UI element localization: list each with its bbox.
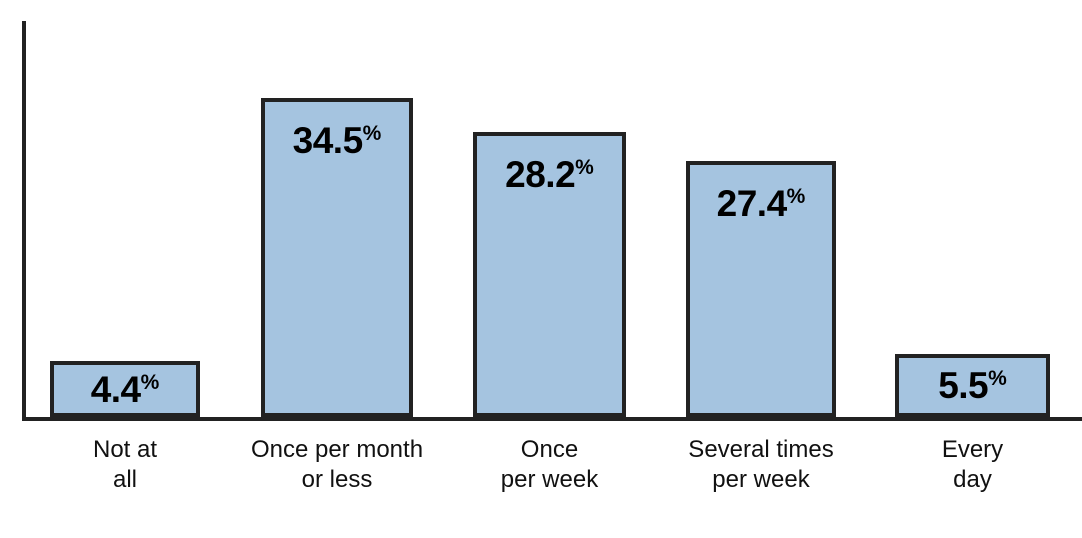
x-axis — [22, 417, 1082, 421]
category-label-line: Several times — [688, 436, 834, 463]
category-label-line: per week — [500, 466, 599, 493]
category-label-4: Every day — [942, 435, 1003, 495]
category-label-line: or less — [301, 466, 373, 493]
category-label-line: Once per month — [250, 436, 424, 463]
bar-2: 28.2% — [473, 132, 626, 417]
bar-1: 34.5% — [261, 98, 413, 417]
percent-sign: % — [140, 370, 160, 394]
category-label-line: Not at — [92, 436, 158, 463]
bar-3: 27.4% — [686, 161, 836, 417]
category-label-1: Once per month or less — [251, 435, 423, 495]
bar-4: 5.5% — [895, 354, 1050, 417]
percent-sign: % — [988, 367, 1007, 390]
bar-value-number: 27.4 — [716, 183, 788, 224]
bar-0: 4.4% — [50, 361, 200, 417]
category-label-line: all — [112, 466, 137, 493]
y-axis — [22, 21, 26, 421]
category-label-0: Not at all — [93, 435, 157, 495]
bar-value-number: 5.5 — [938, 365, 989, 406]
category-label-line: Once — [520, 436, 579, 463]
percent-sign: % — [362, 122, 382, 145]
bar-value-label: 28.2% — [505, 136, 594, 193]
bar-value-label: 34.5% — [293, 102, 382, 159]
bar-value-number: 34.5 — [292, 120, 364, 161]
bar-value-number: 4.4 — [90, 368, 141, 410]
category-label-3: Several times per week — [688, 435, 833, 495]
bar-value-label: 27.4% — [717, 165, 806, 222]
bar-value-number: 28.2 — [505, 154, 576, 195]
percent-sign: % — [575, 156, 594, 179]
category-label-line: Every — [941, 436, 1004, 463]
bar-value-label: 4.4% — [91, 371, 160, 408]
category-label-line: per week — [712, 466, 810, 493]
category-label-line: day — [953, 466, 992, 493]
percent-sign: % — [786, 185, 806, 208]
bar-value-label: 5.5% — [938, 367, 1007, 404]
category-label-2: Once per week — [501, 435, 598, 495]
